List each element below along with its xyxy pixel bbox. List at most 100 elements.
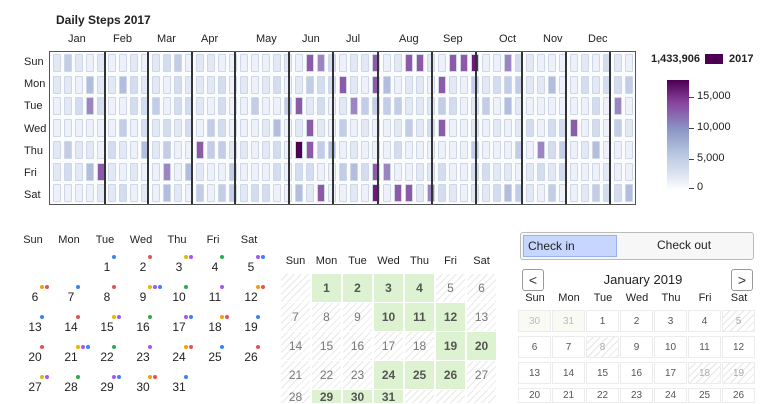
heatmap-day-cell[interactable] [372,97,380,116]
heatmap-day-cell[interactable] [614,119,622,138]
heatmap-day-cell[interactable] [548,75,556,94]
heatmap-day-cell[interactable] [108,162,116,181]
calendar-day-cell[interactable]: 4 [688,310,721,332]
heatmap-day-cell[interactable] [438,75,446,94]
heatmap-day-cell[interactable] [251,162,259,181]
heatmap-day-cell[interactable] [141,184,149,203]
heatmap-day-cell[interactable] [119,97,127,116]
calendar-day-cell[interactable] [281,274,310,302]
heatmap-day-cell[interactable] [130,162,138,181]
heatmap-day-cell[interactable] [482,162,490,181]
calendar-day[interactable]: 19 [244,320,258,334]
calendar-day-cell[interactable]: 21 [281,361,310,389]
calendar-day-cell[interactable]: 1 [586,310,619,332]
heatmap-day-cell[interactable] [603,119,611,138]
heatmap-day-cell[interactable] [251,97,259,116]
heatmap-day-cell[interactable] [53,162,61,181]
heatmap-day-cell[interactable] [526,140,534,159]
heatmap-day-cell[interactable] [64,75,72,94]
heatmap-day-cell[interactable] [174,184,182,203]
calendar-day[interactable]: 9 [139,290,147,304]
heatmap-day-cell[interactable] [394,119,402,138]
heatmap-day-cell[interactable] [625,75,633,94]
heatmap-day-cell[interactable] [75,162,83,181]
heatmap-day-cell[interactable] [504,75,512,94]
calendar-day-cell[interactable]: 6 [467,274,496,302]
heatmap-day-cell[interactable] [548,184,556,203]
heatmap-day-cell[interactable] [339,54,347,72]
heatmap-day-cell[interactable] [548,140,556,159]
heatmap-day-cell[interactable] [273,140,281,159]
calendar-day[interactable]: 26 [244,350,258,364]
heatmap-day-cell[interactable] [614,75,622,94]
heatmap-day-cell[interactable] [339,119,347,138]
heatmap-day-cell[interactable] [317,97,325,116]
calendar-day[interactable]: 1 [103,260,111,274]
heatmap-day-cell[interactable] [570,119,578,138]
heatmap-day-cell[interactable] [174,119,182,138]
calendar-day-cell[interactable]: 2 [620,310,653,332]
heatmap-day-cell[interactable] [438,184,446,203]
calendar-day-cell[interactable]: 16 [620,362,653,384]
heatmap-day-cell[interactable] [152,162,160,181]
calendar-day[interactable]: 11 [208,290,222,304]
heatmap-day-cell[interactable] [526,162,534,181]
heatmap-day-cell[interactable] [614,162,622,181]
heatmap-day-cell[interactable] [383,97,391,116]
heatmap-day-cell[interactable] [350,54,358,72]
heatmap-day-cell[interactable] [229,97,237,116]
heatmap-day-cell[interactable] [515,97,523,116]
calendar-day-cell[interactable]: 27 [467,361,496,389]
heatmap-day-cell[interactable] [86,97,94,116]
heatmap-day-cell[interactable] [108,75,116,94]
heatmap-day-cell[interactable] [493,184,501,203]
heatmap-day-cell[interactable] [350,162,358,181]
calendar-day-cell[interactable]: 13 [467,303,496,331]
heatmap-day-cell[interactable] [196,140,204,159]
heatmap-day-cell[interactable] [493,97,501,116]
heatmap-day-cell[interactable] [493,75,501,94]
heatmap-day-cell[interactable] [108,184,116,203]
calendar-day[interactable]: 21 [64,350,78,364]
calendar-day-cell[interactable]: 3 [654,310,687,332]
calendar-day-cell[interactable]: 28 [281,390,310,404]
heatmap-day-cell[interactable] [86,75,94,94]
heatmap-day-cell[interactable] [372,162,380,181]
heatmap-day-cell[interactable] [383,184,391,203]
calendar-day-cell[interactable]: 1 [312,274,341,302]
heatmap-day-cell[interactable] [163,54,171,72]
calendar-day[interactable]: 30 [136,380,150,394]
heatmap-day-cell[interactable] [372,54,380,72]
heatmap-day-cell[interactable] [262,162,270,181]
calendar-day[interactable]: 27 [28,380,42,394]
heatmap-day-cell[interactable] [625,140,633,159]
heatmap-day-cell[interactable] [317,54,325,72]
calendar-day[interactable]: 29 [100,380,114,394]
heatmap-day-cell[interactable] [438,140,446,159]
heatmap-day-cell[interactable] [625,54,633,72]
heatmap-day-cell[interactable] [262,75,270,94]
calendar-day[interactable]: 28 [64,380,78,394]
heatmap-day-cell[interactable] [196,54,204,72]
heatmap-day-cell[interactable] [581,97,589,116]
calendar-day[interactable]: 14 [64,320,78,334]
calendar-day-cell[interactable]: 25 [688,388,721,403]
calendar-day[interactable]: 12 [244,290,258,304]
calendar-day-cell[interactable]: 5 [436,274,465,302]
heatmap-day-cell[interactable] [163,97,171,116]
heatmap-day-cell[interactable] [141,162,149,181]
heatmap-day-cell[interactable] [416,97,424,116]
heatmap-day-cell[interactable] [493,54,501,72]
heatmap-day-cell[interactable] [53,54,61,72]
heatmap-day-cell[interactable] [218,75,226,94]
heatmap-day-cell[interactable] [405,140,413,159]
heatmap-day-cell[interactable] [460,75,468,94]
calendar-day-cell[interactable]: 10 [374,303,403,331]
heatmap-day-cell[interactable] [504,119,512,138]
heatmap-day-cell[interactable] [240,162,248,181]
heatmap-day-cell[interactable] [218,54,226,72]
heatmap-day-cell[interactable] [592,119,600,138]
calendar-day-cell[interactable]: 25 [405,361,434,389]
heatmap-day-cell[interactable] [75,75,83,94]
calendar-day[interactable]: 7 [67,290,75,304]
